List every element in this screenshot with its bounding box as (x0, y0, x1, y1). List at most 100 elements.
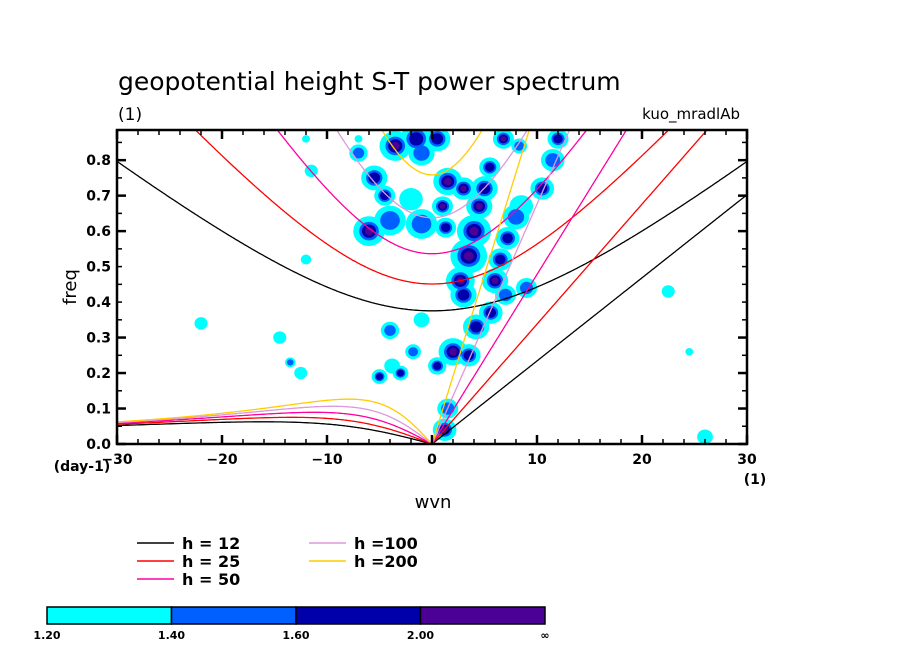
curve-kelvin-h200 (431, 130, 530, 444)
contour-blob-level-3 (396, 369, 405, 377)
contour-blob-level-2 (545, 153, 561, 168)
y-tick-label: 0.4 (86, 295, 111, 311)
contour-blob-level-4 (469, 226, 479, 236)
x-tick-label: 10 (527, 452, 547, 468)
contour-blob-level-3 (457, 289, 470, 301)
x-tick-label: 20 (632, 452, 652, 468)
contour-blob-level-4 (463, 251, 474, 261)
y-tick-label: 0.5 (86, 260, 111, 276)
contour-blob-level-1 (384, 358, 400, 374)
x-tick-label: −20 (206, 452, 237, 468)
contour-blob-level-2 (514, 141, 525, 151)
contour-blob-level-1 (273, 331, 287, 344)
contour-blob-level-4 (443, 177, 452, 186)
y-tick-label: 0.6 (86, 224, 111, 240)
contour-blob-level-3 (485, 162, 495, 172)
contour-blob-level-1 (685, 348, 694, 356)
curve-kelvin-h50 (431, 130, 628, 444)
curve-inertio-gravity-h12 (117, 160, 747, 312)
y-units-label: (day-1) (54, 459, 111, 475)
contour-blob-level-3 (440, 223, 451, 233)
y-tick-label: 0.1 (86, 402, 111, 418)
y-tick-label: 0.8 (86, 153, 111, 169)
x-tick-label: 0 (427, 452, 437, 468)
contour-blob-level-1 (294, 366, 308, 380)
colorbar-swatch (419, 606, 546, 625)
contour-blob-level-4 (449, 348, 457, 356)
chart-subtitle-left: (1) (118, 105, 142, 125)
x-units-label: (1) (744, 472, 767, 488)
y-axis-label: freq (60, 269, 81, 305)
colorbar-swatch (46, 606, 173, 625)
contour-blob-level-2 (413, 145, 430, 161)
x-axis-label: wvn (415, 492, 452, 513)
plot-axes (115, 128, 749, 446)
x-tick-label: 30 (737, 452, 757, 468)
plot-frame (115, 128, 749, 446)
colorbar-label: 1.60 (282, 629, 309, 642)
contour-blob-level-3 (375, 373, 384, 380)
curve-kelvin-h100 (431, 130, 571, 444)
contour-blob-level-2 (507, 209, 525, 225)
colorbar: 1.20 1.40 1.60 2.00 ∞ (33, 606, 550, 642)
contour-blob-level-2 (411, 214, 432, 234)
contour-blob-level-2 (352, 147, 365, 159)
contour-blob-level-4 (491, 277, 499, 285)
contour-blob-level-1 (661, 285, 675, 298)
contour-blob-level-3 (431, 133, 444, 145)
legend-label: h = 50 (182, 570, 240, 589)
chart-subtitle-right: kuo_mradlAb (642, 105, 740, 124)
curve-inertio-gravity-h25 (194, 130, 670, 285)
contour-blob-level-2 (380, 211, 400, 230)
contour-blob-level-1 (399, 188, 423, 211)
contour-blob-level-1 (194, 317, 208, 330)
contour-blob-level-3 (409, 132, 424, 146)
legend-label: h = 25 (182, 552, 240, 571)
legend-label: h =200 (354, 552, 418, 571)
curve-inertio-gravity-h50 (276, 130, 588, 255)
contour-blob-level-4 (439, 203, 446, 209)
curve-kelvin-h25 (431, 130, 708, 444)
contour-blob-level-2 (408, 347, 419, 357)
contour-blob-level-2 (286, 359, 294, 366)
curve-rossby-h100 (117, 405, 432, 444)
curve-rossby-h200 (117, 398, 432, 444)
curve-inertio-gravity-h200 (381, 130, 483, 176)
legend-label: h =100 (354, 534, 418, 553)
contour-blob-level-1 (697, 429, 713, 444)
contour-blob-level-3 (502, 233, 513, 244)
curve-inertio-gravity-h100 (335, 130, 529, 219)
colorbar-label: 2.00 (407, 629, 434, 642)
contour-blob-level-1 (302, 135, 310, 143)
colorbar-label: 1.40 (158, 629, 185, 642)
contour-blob-level-3 (470, 321, 482, 333)
contour-blob-level-3 (433, 362, 442, 370)
dispersion-curves (117, 130, 747, 444)
axis-ticks: −30 −20 −10 0 10 20 30 0.0 0.1 0.2 0.3 0.4 0.5 0.6 0.7… (86, 130, 757, 468)
contour-blob-level-2 (519, 281, 534, 295)
x-tick-label: −10 (311, 452, 342, 468)
contour-blob-level-2 (384, 325, 396, 336)
chart-title: geopotential height S-T power spectrum (118, 67, 621, 96)
legend-label: h = 12 (182, 534, 240, 553)
curve-rossby-h50 (117, 411, 432, 444)
contour-blob-level-4 (500, 136, 507, 142)
contour-blob-level-3 (494, 254, 506, 265)
colorbar-label: 1.20 (33, 629, 60, 642)
contour-blob-level-1 (354, 135, 363, 143)
y-tick-label: 0.2 (86, 366, 111, 382)
y-tick-label: 0.7 (86, 189, 111, 205)
contour-blob-level-1 (300, 254, 312, 265)
contour-blob-level-4 (475, 202, 483, 210)
colorbar-label: ∞ (540, 629, 549, 642)
contour-blob-level-4 (460, 185, 467, 192)
curve-kelvin-h12 (431, 194, 747, 444)
y-tick-label: 0.3 (86, 331, 111, 347)
contour-blob-level-3 (368, 172, 381, 184)
colorbar-swatch (295, 606, 422, 625)
contour-field (194, 130, 713, 444)
curve-rossby-h25 (117, 416, 432, 444)
contour-blob-level-3 (380, 191, 390, 201)
